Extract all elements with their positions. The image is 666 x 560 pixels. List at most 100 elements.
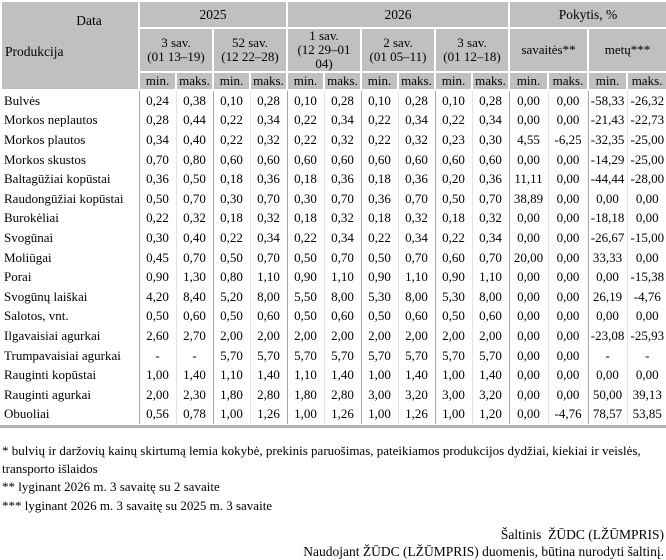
price-cell: 2,00 — [360, 326, 398, 346]
price-cell: -22,73 — [626, 110, 666, 131]
table-row: Moliūgai 0,45 0,70 0,50 0,70 0,50 0,70 0,50 0,70… — [1, 247, 666, 268]
price-cell: -14,29 — [587, 149, 628, 170]
price-cell: -4,76 — [547, 404, 589, 425]
price-cell: 0,00 — [547, 286, 589, 307]
min-header: min. — [587, 71, 629, 91]
product-name: Morkos skustos — [1, 149, 139, 170]
price-cell: 0,10 — [360, 90, 398, 111]
price-cell: - — [626, 345, 666, 366]
price-cell: 0,22 — [212, 130, 250, 150]
price-cell: 1,40 — [175, 365, 213, 385]
price-cell: 0,70 — [249, 188, 287, 209]
price-cell: 0,00 — [547, 208, 589, 229]
price-cell: 0,28 — [323, 90, 361, 111]
price-cell: 0,18 — [360, 169, 398, 189]
table-row: Raudongūžiai kopūstai 0,50 0,70 0,30 0,70 0,3… — [1, 188, 666, 209]
price-cell: 2,60 — [138, 326, 176, 346]
price-cell: 2,00 — [212, 326, 250, 346]
price-cell: 0,45 — [138, 247, 176, 268]
price-cell: -23,08 — [587, 326, 628, 346]
price-cell: 8,00 — [249, 286, 287, 307]
price-cell: 78,57 — [587, 404, 628, 425]
price-cell: 0,00 — [508, 365, 549, 385]
min-header: min. — [360, 71, 399, 91]
minmax-header-row: min. maks. min. maks. min. maks. min. ma… — [1, 71, 666, 91]
price-cell: 0,50 — [212, 247, 250, 268]
table-row: Svogūnų laiškai 4,20 8,40 5,20 8,00 5,50 8,00 5… — [1, 286, 666, 307]
week-label: 3 sav. — [161, 35, 191, 50]
price-cell: 4,20 — [138, 286, 176, 307]
year-group-2026: 2026 — [285, 0, 511, 29]
price-cell: 0,50 — [286, 306, 324, 327]
price-cell: 0,10 — [286, 90, 324, 111]
price-cell: 0,00 — [547, 228, 589, 248]
price-cell: 1,00 — [286, 404, 324, 425]
footnotes: * bulvių ir daržovių kainų skirtumą lemi… — [2, 442, 664, 514]
price-cell: 1,00 — [360, 365, 398, 385]
price-cell: 5,70 — [434, 345, 472, 366]
price-cell: 0,00 — [508, 110, 549, 131]
price-cell: 0,32 — [471, 208, 510, 229]
price-cell: 5,20 — [212, 286, 250, 307]
price-cell: 5,50 — [286, 286, 324, 307]
price-cell: - — [175, 345, 213, 366]
table-bottom-rule — [0, 425, 666, 429]
price-cell: -6,25 — [547, 130, 589, 150]
table-row: Trumpavaisiai agurkai - -5,70 5,70 5,70 5,70 5… — [1, 345, 666, 366]
price-cell: -15,00 — [626, 228, 666, 248]
week-label: 1 sav. — [309, 28, 339, 43]
price-cell: 0,00 — [547, 326, 589, 346]
price-cell: -26,32 — [626, 90, 666, 111]
table-row: Morkos plautos 0,34 0,40 0,22 0,32 0,22 0,32 0,… — [1, 130, 666, 150]
price-cell: 0,22 — [360, 228, 398, 248]
price-cell: 0,32 — [323, 130, 361, 150]
week-group-2025-52sav: 52 sav. (12 22–28) — [212, 27, 288, 73]
week-dates: (12 29–01 04) — [297, 42, 351, 71]
price-cell: - — [587, 345, 628, 366]
table-row: Porai 0,90 1,30 0,80 1,10 0,90 1,10 0,90 1,10 0,9… — [1, 267, 666, 287]
price-cell: 0,60 — [323, 306, 361, 327]
price-cell: 0,22 — [360, 130, 398, 150]
price-cell: 0,32 — [249, 208, 287, 229]
price-cell: 0,28 — [397, 90, 435, 111]
price-cell: 0,50 — [286, 247, 324, 268]
price-cell: 0,90 — [360, 267, 398, 287]
price-cell: 0,00 — [508, 286, 549, 307]
price-cell: 2,00 — [434, 326, 472, 346]
source-block: Šaltinis ŽŪDC (LŽŪMPRIS) Naudojant ŽŪDC … — [0, 526, 666, 560]
price-cell: 2,00 — [249, 326, 287, 346]
price-cell: 3,20 — [397, 384, 435, 405]
price-cell: 0,70 — [397, 188, 435, 209]
price-cell: 5,70 — [360, 345, 398, 366]
price-cell: 53,85 — [626, 404, 666, 425]
price-cell: 0,70 — [323, 188, 361, 209]
price-cell: 0,60 — [286, 149, 324, 170]
price-cell: 0,00 — [547, 247, 589, 268]
price-cell: 1,80 — [286, 384, 324, 405]
price-cell: 1,10 — [212, 365, 250, 385]
price-cell: 0,22 — [212, 228, 250, 248]
min-header: min. — [138, 71, 177, 91]
price-cell: 2,70 — [175, 326, 213, 346]
price-cell: 0,70 — [249, 247, 287, 268]
price-cell: 0,70 — [397, 247, 435, 268]
week-dates: (01 13–19) — [147, 49, 205, 64]
product-name: Porai — [1, 267, 139, 287]
price-cell: 0,00 — [547, 149, 589, 170]
price-cell: 3,00 — [434, 384, 472, 405]
price-cell: 0,28 — [249, 90, 287, 111]
week-dates: (01 05–11) — [369, 49, 427, 64]
year-header-row: Data Produkcija 2025 2026 Pokytis, % — [0, 0, 666, 91]
price-cell: 0,10 — [212, 90, 250, 111]
price-cell: 5,70 — [286, 345, 324, 366]
price-cell: -26,67 — [587, 228, 628, 248]
price-cell: 0,22 — [360, 110, 398, 131]
price-cell: 0,00 — [508, 326, 549, 346]
price-table: Data Produkcija 2025 2026 Pokytis, % 3 s… — [0, 0, 666, 425]
price-cell: 0,90 — [434, 267, 472, 287]
price-cell: 1,40 — [249, 365, 287, 385]
price-cell: 0,60 — [360, 149, 398, 170]
price-cell: 0,00 — [547, 90, 589, 111]
week-label: 2 sav. — [383, 35, 413, 50]
price-cell: 0,30 — [286, 188, 324, 209]
